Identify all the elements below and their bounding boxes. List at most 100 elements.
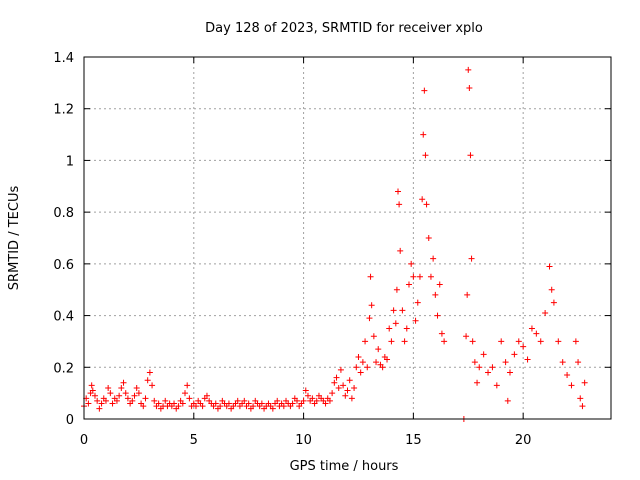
data-point xyxy=(579,403,586,410)
data-point xyxy=(384,356,391,363)
data-point xyxy=(331,379,338,386)
data-point xyxy=(333,374,340,381)
data-point xyxy=(425,235,432,241)
data-point xyxy=(480,351,487,358)
data-point xyxy=(575,359,582,366)
data-point xyxy=(280,403,287,410)
x-axis: 0 5 10 15 20 xyxy=(80,57,532,448)
data-points xyxy=(81,66,588,422)
data-point xyxy=(485,369,492,376)
data-point xyxy=(399,307,406,314)
data-point xyxy=(405,281,412,288)
data-point xyxy=(342,392,349,399)
data-point xyxy=(96,405,103,412)
data-point xyxy=(419,196,426,203)
data-point xyxy=(300,397,307,404)
data-point xyxy=(542,309,549,316)
data-point xyxy=(309,395,316,402)
data-point xyxy=(464,291,471,298)
y-axis: 0 0.2 0.4 0.6 0.8 1 1.2 1.4 xyxy=(53,51,611,428)
data-point xyxy=(98,400,105,407)
data-point xyxy=(91,392,98,399)
data-point xyxy=(493,382,500,389)
y-tick-label: 1 xyxy=(66,154,74,169)
data-point xyxy=(423,201,430,208)
data-point xyxy=(436,281,443,288)
data-point xyxy=(441,338,448,345)
data-point xyxy=(375,346,382,353)
data-point xyxy=(109,400,116,407)
data-point xyxy=(149,382,156,389)
data-point xyxy=(412,317,419,324)
data-point xyxy=(171,400,178,407)
data-point xyxy=(88,382,95,389)
data-point xyxy=(572,338,579,345)
chart-title: Day 128 of 2023, SRMTID for receiver xpl… xyxy=(205,21,483,36)
data-point xyxy=(520,343,527,350)
data-point xyxy=(471,359,478,366)
y-tick-label: 0.2 xyxy=(53,361,74,376)
data-point xyxy=(379,364,386,371)
data-point xyxy=(466,85,473,92)
data-point xyxy=(416,273,423,280)
data-point xyxy=(120,379,127,386)
data-point xyxy=(105,384,112,391)
data-point xyxy=(438,330,445,337)
x-axis-label: GPS time / hours xyxy=(290,459,399,474)
data-point xyxy=(337,366,344,373)
data-point xyxy=(414,299,421,306)
data-point xyxy=(142,395,149,402)
data-point xyxy=(274,397,281,404)
data-point xyxy=(362,338,369,345)
data-point xyxy=(234,397,241,404)
data-point xyxy=(199,403,206,410)
x-tick-label: 5 xyxy=(190,433,198,448)
data-point xyxy=(581,379,588,386)
data-point xyxy=(85,400,92,407)
data-point xyxy=(564,372,571,379)
y-axis-label: SRMTID / TECUs xyxy=(7,186,22,291)
data-point xyxy=(364,364,371,371)
data-point xyxy=(434,312,441,319)
data-point xyxy=(118,384,125,391)
x-tick-label: 20 xyxy=(515,433,532,448)
data-point xyxy=(397,247,404,254)
data-point xyxy=(182,390,189,397)
data-point xyxy=(146,369,153,376)
data-point xyxy=(89,387,96,394)
data-point xyxy=(102,397,109,404)
y-tick-label: 0 xyxy=(66,413,74,428)
y-tick-label: 1.2 xyxy=(53,103,74,118)
data-point xyxy=(184,382,191,389)
data-point xyxy=(395,188,402,195)
data-point xyxy=(396,201,403,208)
data-point xyxy=(489,364,496,371)
data-point xyxy=(403,325,410,332)
data-point xyxy=(537,338,544,345)
data-point xyxy=(467,152,474,159)
data-point xyxy=(212,400,219,407)
data-point xyxy=(304,392,311,399)
data-point xyxy=(511,351,518,358)
data-point xyxy=(528,325,535,332)
data-point xyxy=(410,273,417,280)
data-point xyxy=(422,152,429,159)
data-point xyxy=(533,330,540,337)
data-point xyxy=(203,392,210,399)
data-point xyxy=(179,400,186,407)
data-point xyxy=(388,338,395,345)
data-point xyxy=(546,263,553,270)
data-point xyxy=(135,390,142,397)
data-point xyxy=(250,403,257,410)
data-point xyxy=(129,397,136,404)
data-point xyxy=(368,302,375,309)
data-point xyxy=(122,390,129,397)
data-point xyxy=(421,87,428,94)
data-point xyxy=(162,397,169,404)
data-point xyxy=(504,397,511,404)
plot-frame xyxy=(83,56,612,420)
y-tick-label: 0.4 xyxy=(53,310,74,325)
x-tick-label: 10 xyxy=(295,433,312,448)
